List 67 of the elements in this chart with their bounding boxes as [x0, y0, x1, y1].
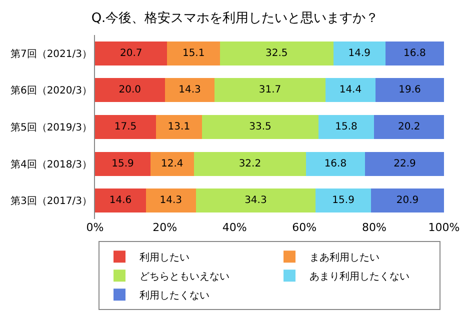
y-tick-label: 第5回（2019/3） — [10, 122, 92, 134]
bar — [316, 188, 372, 213]
data-label: 31.7 — [258, 84, 282, 96]
data-label: 20.9 — [396, 195, 419, 206]
bar — [202, 115, 319, 139]
data-label: 19.6 — [398, 84, 421, 96]
data-label: 34.3 — [244, 195, 267, 206]
bar — [214, 78, 326, 102]
bar — [167, 41, 220, 66]
data-label: 33.5 — [249, 122, 272, 132]
bar — [220, 41, 334, 66]
data-label: 15.9 — [332, 195, 354, 206]
legend-label: 利用したい — [140, 251, 190, 264]
data-label: 14.3 — [178, 84, 201, 96]
data-label: 22.9 — [394, 158, 416, 170]
bar — [306, 152, 365, 176]
data-label: 16.8 — [324, 158, 347, 170]
data-label: 20.2 — [398, 122, 420, 132]
bar — [95, 152, 150, 176]
data-label: 14.9 — [348, 48, 371, 59]
legend-label: どちらともいえない — [140, 271, 230, 282]
bar — [333, 41, 386, 66]
bar — [156, 115, 202, 139]
y-tick-label: 第6回（2020/3） — [10, 84, 92, 97]
data-label: 15.1 — [182, 48, 205, 59]
x-tick-label: 40% — [222, 221, 247, 234]
bar — [325, 78, 376, 102]
bar — [196, 188, 316, 213]
legend-label: 利用したくない — [140, 289, 210, 302]
y-tick-label: 第3回（2017/3） — [10, 195, 92, 208]
bar — [95, 41, 168, 66]
x-tick-label: 80% — [362, 221, 386, 234]
bar — [376, 78, 444, 102]
legend-label: あまり利用したくない — [310, 270, 410, 282]
bar — [371, 188, 444, 213]
data-label: 12.4 — [160, 158, 184, 170]
bar — [95, 115, 156, 139]
x-tick-label: 60% — [292, 221, 317, 234]
bar — [385, 41, 444, 66]
x-tick-label: 100% — [428, 221, 460, 234]
data-label: 16.8 — [404, 48, 426, 59]
bar — [164, 78, 215, 102]
data-label: 13.1 — [168, 122, 190, 132]
x-tick-label: 20% — [152, 221, 178, 234]
bar — [95, 78, 165, 102]
bar — [146, 188, 196, 213]
data-label: 20.0 — [118, 84, 142, 96]
data-label: 17.5 — [114, 122, 137, 132]
bar — [150, 152, 194, 176]
data-label: 32.2 — [238, 158, 262, 170]
legend-label: まあ利用したい — [310, 251, 380, 264]
data-label: 14.4 — [339, 84, 362, 96]
data-label: 14.6 — [109, 195, 132, 206]
data-label: 20.7 — [120, 48, 142, 59]
bar — [95, 188, 146, 213]
chart-title: Q.今後、格安スマホを利用したいと思いますか？ — [91, 10, 379, 26]
y-tick-label: 第7回（2021/3） — [10, 48, 92, 60]
data-label: 15.9 — [112, 158, 134, 170]
x-tick-label: 0% — [86, 221, 104, 234]
bar — [364, 152, 444, 176]
data-label: 32.5 — [266, 48, 288, 59]
y-tick-label: 第4回（2018/3） — [10, 158, 92, 170]
bar — [374, 115, 444, 139]
data-label: 14.3 — [160, 195, 182, 206]
data-label: 15.8 — [335, 122, 358, 132]
bar — [194, 152, 306, 176]
bar — [318, 115, 374, 139]
